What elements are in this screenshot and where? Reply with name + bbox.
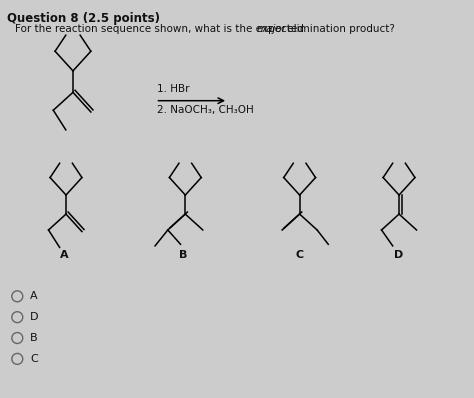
- Text: 2. NaOCH₃, CH₃OH: 2. NaOCH₃, CH₃OH: [157, 105, 254, 115]
- Text: For the reaction sequence shown, what is the expected: For the reaction sequence shown, what is…: [15, 24, 308, 34]
- Text: D: D: [30, 312, 39, 322]
- Text: Question 8 (2.5 points): Question 8 (2.5 points): [8, 12, 160, 25]
- Text: D: D: [394, 250, 404, 259]
- Text: major: major: [257, 24, 287, 34]
- Text: C: C: [296, 250, 304, 259]
- Text: A: A: [60, 250, 68, 259]
- Text: B: B: [30, 333, 38, 343]
- Text: B: B: [179, 250, 188, 259]
- Text: 1. HBr: 1. HBr: [157, 84, 190, 94]
- Text: C: C: [30, 354, 38, 364]
- Text: elimination product?: elimination product?: [284, 24, 394, 34]
- Text: A: A: [30, 291, 38, 301]
